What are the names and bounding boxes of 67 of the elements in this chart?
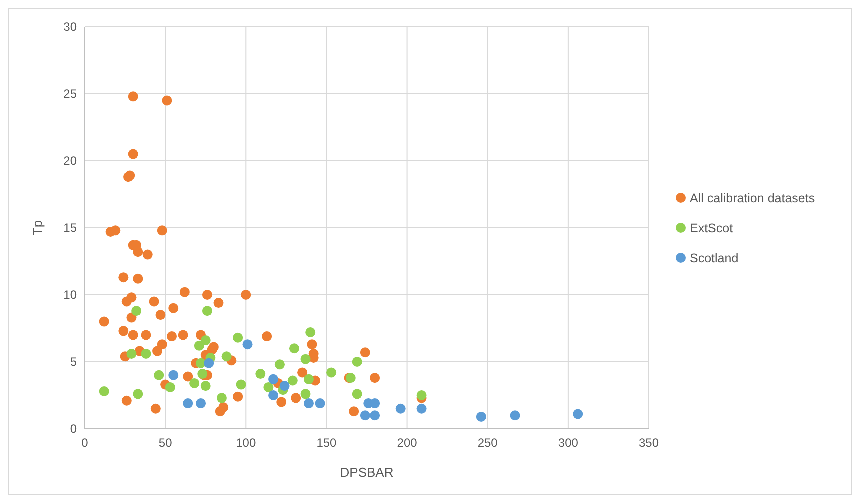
point xyxy=(476,412,486,422)
point xyxy=(200,381,211,392)
point xyxy=(416,404,427,414)
point xyxy=(370,398,380,409)
point xyxy=(360,410,370,421)
point xyxy=(274,360,285,370)
point xyxy=(133,389,144,400)
y-tick-label: 5 xyxy=(70,355,78,370)
point xyxy=(352,357,362,367)
x-tick-label: 200 xyxy=(397,436,418,450)
point xyxy=(352,389,362,400)
y-tick-label: 30 xyxy=(64,20,78,34)
point xyxy=(304,374,314,384)
point xyxy=(288,376,298,386)
point xyxy=(370,410,380,421)
point xyxy=(304,398,314,409)
point xyxy=(183,398,194,409)
point xyxy=(396,404,406,414)
point xyxy=(132,306,142,316)
y-tick-label: 10 xyxy=(64,288,78,302)
y-tick-label: 0 xyxy=(70,422,78,436)
point xyxy=(242,340,253,350)
point xyxy=(204,358,214,368)
x-tick-label: 100 xyxy=(236,436,256,450)
y-tick-label: 15 xyxy=(64,221,78,236)
y-axis-title: Tp xyxy=(30,220,45,236)
x-tick-label: 150 xyxy=(316,436,338,450)
x-tick-label: 0 xyxy=(82,436,89,450)
point xyxy=(236,380,246,390)
point xyxy=(168,370,179,380)
x-tick-label: 250 xyxy=(478,436,498,450)
x-tick-label: 350 xyxy=(638,436,660,450)
point xyxy=(416,390,427,400)
x-axis-title: DPSBAR xyxy=(340,465,394,480)
point xyxy=(510,410,520,421)
point xyxy=(99,386,110,396)
point xyxy=(315,398,326,409)
point xyxy=(196,398,206,409)
x-tick-label: 50 xyxy=(158,436,173,450)
point xyxy=(306,328,316,338)
point xyxy=(200,336,211,346)
point xyxy=(141,348,152,359)
point xyxy=(126,348,137,359)
x-tick-label: 300 xyxy=(558,436,579,450)
point xyxy=(154,370,164,380)
point xyxy=(300,389,311,400)
legend-label: ExtScot xyxy=(690,221,734,236)
point xyxy=(194,340,204,351)
point xyxy=(222,352,232,362)
y-tick-label: 20 xyxy=(64,154,78,168)
point xyxy=(202,306,212,316)
point xyxy=(190,378,200,388)
point xyxy=(573,409,584,420)
point xyxy=(280,381,290,392)
legend-label: All calibration datasets xyxy=(690,191,816,206)
point xyxy=(268,374,279,384)
point xyxy=(165,382,176,392)
point xyxy=(256,369,266,380)
point xyxy=(326,368,337,378)
legend-label: Scotland xyxy=(690,251,739,266)
point xyxy=(233,332,244,343)
point xyxy=(264,382,274,392)
point xyxy=(268,390,279,400)
y-tick-label: 25 xyxy=(64,87,78,102)
point xyxy=(289,344,300,354)
point xyxy=(216,393,227,404)
point xyxy=(300,354,311,364)
